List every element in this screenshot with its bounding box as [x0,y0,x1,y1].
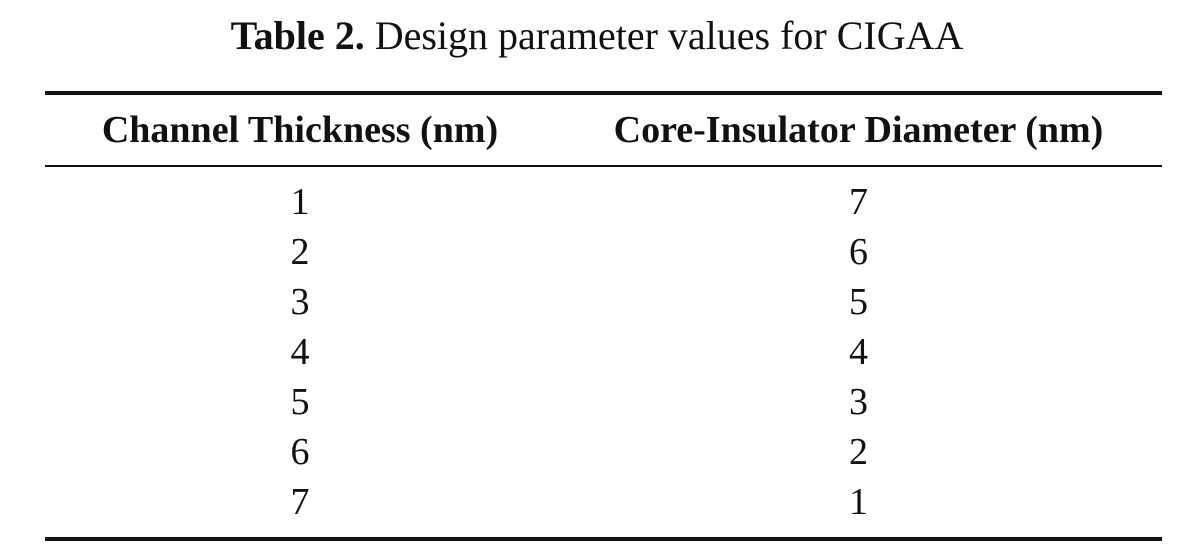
cell-core-insulator-diameter: 2 [849,431,868,473]
cell-core-insulator-diameter: 1 [849,481,868,523]
header-core-insulator-diameter: Core-Insulator Diameter (nm) [613,109,1104,151]
table-caption-text: Design parameter values for CIGAA [374,13,964,58]
table-header-rule [45,165,1162,167]
cell-core-insulator-diameter: 7 [849,181,868,223]
cell-core-insulator-diameter: 6 [849,231,868,273]
table-row: 4 4 [45,327,1162,377]
cell-channel-thickness: 4 [290,331,310,373]
data-table: Channel Thickness (nm) Core-Insulator Di… [45,91,1162,541]
table-row: 5 3 [45,377,1162,427]
table-body: 1 7 2 6 3 5 4 4 5 3 6 2 7 1 [45,177,1162,527]
cell-channel-thickness: 6 [290,431,310,473]
table-row: 1 7 [45,177,1162,227]
table-bottom-rule [45,537,1162,541]
table-top-rule [45,91,1162,95]
table-row: 2 6 [45,227,1162,277]
table-caption-label: Table 2. [230,13,365,58]
cell-channel-thickness: 1 [290,181,310,223]
table-caption: Table 2. Design parameter values for CIG… [0,10,1194,62]
table-row: 3 5 [45,277,1162,327]
table-row: 7 1 [45,477,1162,527]
table-row: 6 2 [45,427,1162,477]
cell-core-insulator-diameter: 3 [849,381,868,423]
cell-core-insulator-diameter: 5 [849,281,868,323]
cell-channel-thickness: 7 [290,481,310,523]
cell-channel-thickness: 3 [290,281,310,323]
cell-channel-thickness: 2 [290,231,310,273]
header-channel-thickness: Channel Thickness (nm) [101,109,499,151]
cell-channel-thickness: 5 [290,381,310,423]
cell-core-insulator-diameter: 4 [849,331,868,373]
table-header: Channel Thickness (nm) Core-Insulator Di… [45,95,1162,165]
